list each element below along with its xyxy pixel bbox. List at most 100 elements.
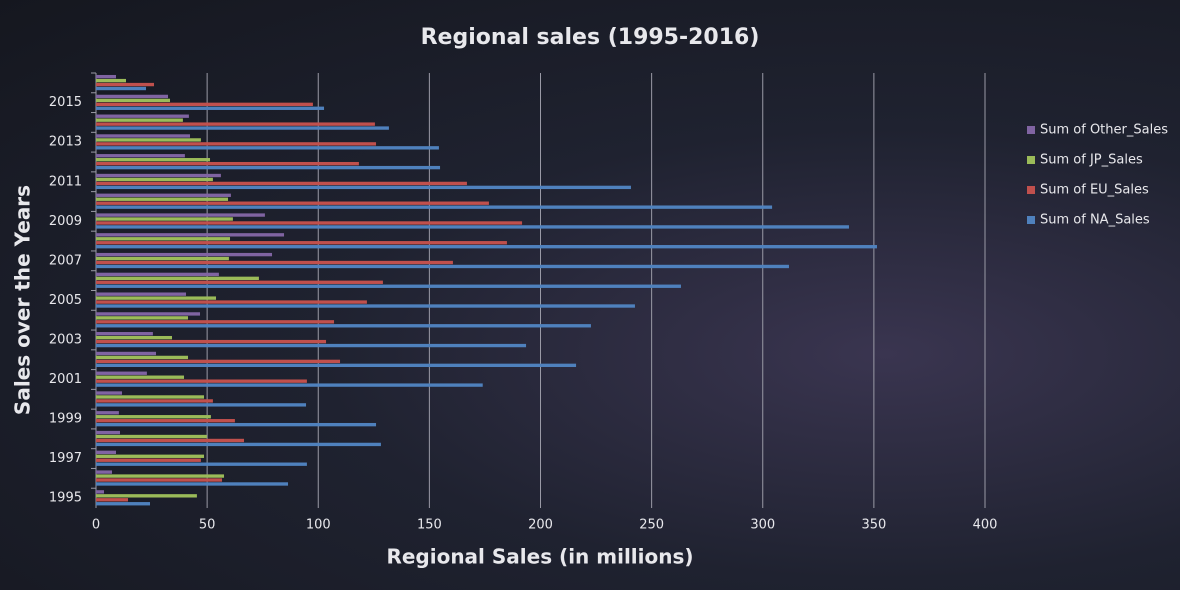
bar	[96, 375, 185, 379]
bar	[96, 256, 229, 261]
bar	[96, 379, 307, 383]
legend-label: Sum of JP_Sales	[1040, 153, 1143, 168]
x-tick-label: 200	[528, 518, 553, 533]
y-tick-label: 1997	[49, 451, 82, 466]
y-tick-label: 2015	[49, 95, 82, 110]
bar	[96, 173, 221, 178]
bar	[96, 197, 229, 201]
legend-label: Sum of EU_Sales	[1040, 183, 1149, 198]
legend-swatch	[1027, 186, 1035, 194]
bar	[96, 142, 377, 146]
bar	[96, 300, 367, 304]
y-tick-label: 2013	[49, 135, 82, 150]
bar	[96, 411, 119, 415]
bar	[96, 304, 635, 308]
bar	[96, 343, 527, 348]
bar	[96, 280, 383, 284]
x-tick-label: 50	[199, 518, 216, 533]
bar	[96, 158, 211, 162]
bar	[96, 272, 219, 277]
bar	[96, 324, 591, 328]
bar	[96, 316, 189, 320]
bar	[96, 399, 213, 403]
legend-swatch	[1027, 216, 1035, 224]
bar	[96, 284, 681, 288]
bar	[96, 490, 105, 494]
bar	[96, 422, 377, 427]
bar	[96, 146, 439, 150]
bar	[96, 245, 877, 249]
bar	[96, 102, 313, 107]
bar	[96, 363, 577, 368]
bar	[96, 296, 217, 300]
chart-title: Regional sales (1995-2016)	[421, 25, 760, 50]
bar	[96, 438, 245, 443]
bar	[96, 482, 289, 486]
bar	[96, 221, 523, 225]
bar	[96, 114, 189, 118]
bar	[96, 502, 151, 506]
bar	[96, 454, 205, 458]
bar	[96, 264, 789, 269]
y-tick-label: 2011	[49, 174, 82, 189]
bar	[96, 383, 483, 387]
bar	[96, 181, 467, 186]
x-tick-label: 300	[750, 518, 775, 533]
bar	[96, 205, 773, 209]
bar	[96, 442, 381, 447]
legend-label: Sum of NA_Sales	[1040, 213, 1150, 228]
x-axis-title: Regional Sales (in millions)	[386, 545, 693, 569]
bar	[96, 339, 327, 344]
y-tick-label: 2005	[49, 293, 82, 308]
bar	[96, 94, 169, 99]
bar	[96, 82, 155, 87]
legend-label: Sum of Other_Sales	[1040, 123, 1168, 138]
x-tick-label: 150	[417, 518, 442, 533]
bar	[96, 126, 389, 130]
bar	[96, 260, 453, 265]
bar	[96, 213, 265, 217]
bar	[96, 391, 123, 395]
bar	[96, 165, 441, 170]
bar	[96, 78, 127, 83]
bar	[96, 98, 171, 103]
bar	[96, 430, 121, 435]
bar	[96, 134, 191, 138]
bar	[96, 225, 849, 229]
bar	[96, 395, 205, 399]
bar	[96, 193, 231, 197]
bar	[96, 185, 631, 190]
bar	[96, 292, 187, 296]
y-tick-label: 2009	[49, 214, 82, 229]
bar	[96, 478, 223, 482]
bar	[96, 320, 335, 324]
bar	[96, 332, 153, 336]
bar	[96, 312, 201, 316]
legend-swatch	[1027, 126, 1035, 134]
y-tick-label: 1995	[49, 491, 82, 506]
bar	[96, 276, 259, 281]
bar	[96, 217, 233, 221]
y-tick-label: 1999	[49, 412, 82, 427]
bar	[96, 359, 341, 364]
bar	[96, 450, 117, 455]
bar	[96, 138, 201, 142]
bar	[96, 355, 189, 360]
x-tick-label: 0	[92, 518, 100, 533]
y-tick-label: 2003	[49, 332, 82, 347]
x-tick-label: 250	[639, 518, 664, 533]
bar	[96, 237, 231, 241]
bar	[96, 177, 213, 182]
bar	[96, 252, 273, 257]
legend-swatch	[1027, 156, 1035, 164]
bar	[96, 403, 307, 407]
bar	[96, 118, 183, 122]
x-tick-label: 400	[973, 518, 998, 533]
bar	[96, 233, 285, 237]
bar	[96, 74, 117, 79]
bar	[96, 462, 307, 466]
bar	[96, 335, 173, 340]
bar	[96, 201, 489, 205]
bar	[96, 122, 375, 126]
bar	[96, 494, 197, 498]
